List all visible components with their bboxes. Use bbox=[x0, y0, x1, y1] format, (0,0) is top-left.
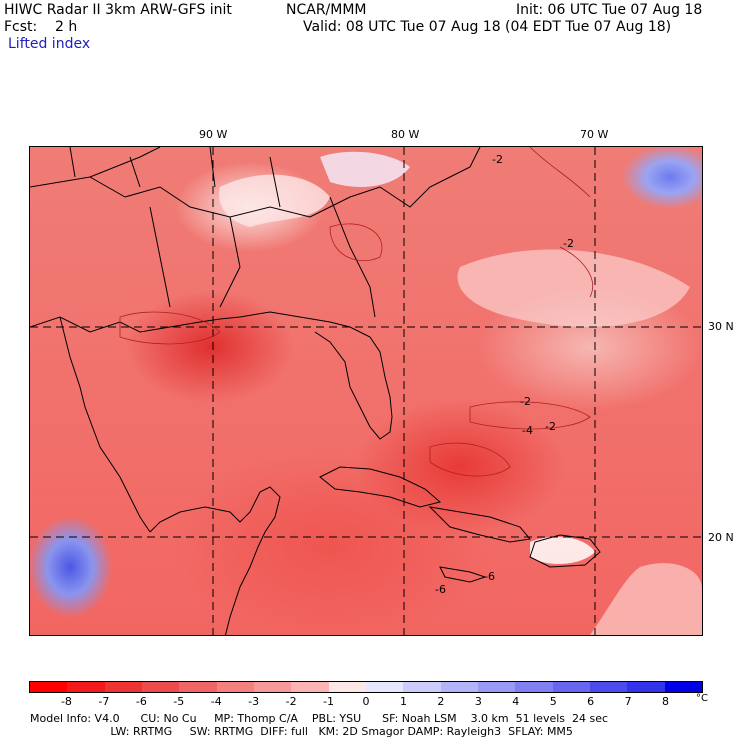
colorbar-tick-label: -4 bbox=[210, 695, 222, 708]
forecast-hour: Fcst: 2 h bbox=[4, 19, 78, 35]
contour-label: -6 bbox=[435, 583, 446, 596]
contour-label: -2 bbox=[563, 237, 574, 250]
lat-label-20n: 20 N bbox=[708, 531, 734, 544]
valid-time: Valid: 08 UTC Tue 07 Aug 18 (04 EDT Tue … bbox=[303, 19, 672, 35]
positive-region-mid-atlantic bbox=[320, 151, 410, 187]
colorbar-swatch bbox=[291, 682, 329, 692]
colorbar-tick-label: -2 bbox=[285, 695, 297, 708]
model-info-line2: LW: RRTMG SW: RRTMG DIFF: full KM: 2D Sm… bbox=[30, 725, 573, 738]
contour-label: -6 bbox=[484, 570, 495, 583]
colorbar-swatch bbox=[67, 682, 105, 692]
positive-region-caribbean bbox=[590, 563, 702, 635]
model-info-line1: Model Info: V4.0 CU: No Cu MP: Thomp C/A… bbox=[30, 712, 609, 725]
colorbar-tick-label: -1 bbox=[323, 695, 335, 708]
colorbar-swatch bbox=[515, 682, 553, 692]
center-label: NCAR/MMM bbox=[286, 2, 367, 18]
colorbar-swatch bbox=[179, 682, 217, 692]
colorbar-tick-label: -3 bbox=[248, 695, 260, 708]
lon-label-70w: 70 W bbox=[580, 128, 609, 141]
coastlines bbox=[30, 147, 601, 635]
colorbar-swatch bbox=[477, 682, 516, 692]
colorbar-tick-label: 8 bbox=[662, 695, 670, 708]
colorbar-tick-label: -8 bbox=[60, 695, 72, 708]
lifted-index-map[interactable]: -2 -2 -2 -4 -2 -6 -6 bbox=[29, 146, 703, 636]
lat-label-30n: 30 N bbox=[708, 320, 734, 333]
colorbar-tick-label: 1 bbox=[399, 695, 407, 708]
colorbar-swatch bbox=[627, 682, 665, 692]
contour-lines bbox=[119, 147, 593, 477]
colorbar-tick-label: 7 bbox=[624, 695, 632, 708]
colorbar-tick-label: 0 bbox=[362, 695, 370, 708]
contour-label: -2 bbox=[545, 420, 556, 433]
colorbar-tick-label: 5 bbox=[549, 695, 557, 708]
colorbar-swatch bbox=[664, 682, 702, 692]
colorbar-swatch bbox=[365, 682, 404, 692]
colorbar-swatch bbox=[141, 682, 180, 692]
positive-region-southeast-us bbox=[219, 174, 330, 227]
color-scale-bar bbox=[29, 681, 703, 693]
colorbar-swatch bbox=[328, 682, 366, 692]
init-time: Init: 06 UTC Tue 07 Aug 18 bbox=[516, 2, 703, 18]
colorbar-swatch bbox=[552, 682, 590, 692]
model-title: HIWC Radar II 3km ARW-GFS init bbox=[4, 2, 232, 18]
colorbar-swatch bbox=[30, 682, 68, 692]
lon-label-90w: 90 W bbox=[199, 128, 228, 141]
colorbar-unit: °C bbox=[696, 693, 708, 704]
colorbar-swatch bbox=[216, 682, 254, 692]
colorbar-tick-label: -6 bbox=[135, 695, 147, 708]
lon-label-80w: 80 W bbox=[391, 128, 420, 141]
colorbar-swatch bbox=[589, 682, 628, 692]
positive-region-hispaniola bbox=[530, 536, 595, 564]
map-overlay: -2 -2 -2 -4 -2 -6 -6 bbox=[30, 147, 702, 635]
colorbar-tick-label: 3 bbox=[474, 695, 482, 708]
colorbar-tick-label: -7 bbox=[98, 695, 110, 708]
contour-label: -4 bbox=[522, 424, 533, 437]
field-name: Lifted index bbox=[8, 36, 91, 52]
contour-labels: -2 -2 -2 -4 -2 -6 -6 bbox=[435, 153, 574, 596]
contour-label: -2 bbox=[520, 395, 531, 408]
colorbar-swatch bbox=[253, 682, 292, 692]
colorbar-swatch bbox=[403, 682, 441, 692]
colorbar-swatch bbox=[440, 682, 478, 692]
contour-label: -2 bbox=[492, 153, 503, 166]
lat-lon-grid bbox=[30, 147, 702, 635]
positive-region-atlantic bbox=[457, 249, 690, 327]
colorbar-tick-label: -5 bbox=[173, 695, 185, 708]
colorbar-tick-label: 6 bbox=[587, 695, 595, 708]
colorbar-swatch bbox=[104, 682, 142, 692]
colorbar-tick-label: 2 bbox=[437, 695, 445, 708]
colorbar-tick-label: 4 bbox=[512, 695, 520, 708]
